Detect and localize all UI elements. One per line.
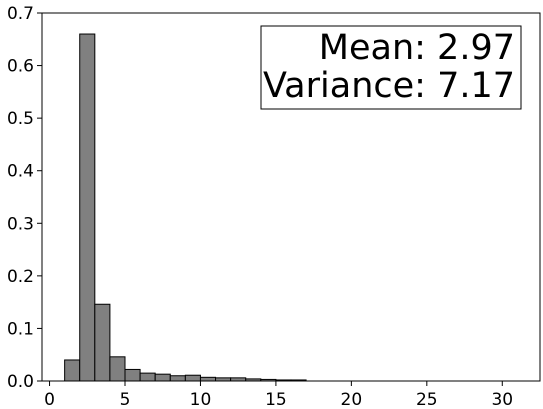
annotation-mean: Mean: 2.97 [319, 28, 515, 68]
histogram-bar [109, 356, 126, 382]
y-tick-label: 0.5 [7, 109, 34, 129]
stats-annotation-box: Mean: 2.97 Variance: 7.17 [260, 25, 522, 110]
y-axis: 0.0 0.1 0.2 0.3 0.4 0.5 0.6 0.7 [7, 4, 42, 392]
histogram-bar [154, 373, 171, 382]
x-tick-label: 0 [44, 390, 55, 409]
histogram-bar [94, 303, 111, 382]
histogram-bar [199, 376, 217, 382]
histogram-bar [64, 359, 81, 382]
y-tick-label: 0.4 [7, 162, 34, 182]
x-tick-label: 5 [120, 390, 131, 409]
histogram-bar [139, 372, 156, 382]
annotation-box [260, 25, 522, 110]
histogram-bar [184, 374, 201, 382]
y-tick-label: 0.7 [7, 4, 34, 24]
x-tick-label: 10 [190, 390, 212, 409]
x-tick-label: 15 [265, 390, 287, 409]
y-tick-label: 0.1 [7, 319, 34, 339]
histogram-bar [169, 375, 186, 382]
x-tick-label: 20 [341, 390, 363, 409]
histogram-bar [124, 368, 141, 382]
annotation-variance: Variance: 7.17 [263, 66, 515, 106]
bars-group [64, 33, 307, 382]
x-tick-label: 30 [491, 390, 513, 409]
y-tick-label: 0.6 [7, 57, 34, 77]
plot-frame [41, 12, 541, 382]
x-axis: 0 5 10 15 20 25 30 [44, 381, 513, 409]
y-tick-label: 0.3 [7, 214, 34, 234]
y-tick-label: 0.2 [7, 267, 34, 287]
histogram-bar [79, 33, 96, 382]
x-tick-label: 25 [416, 390, 438, 409]
y-tick-label: 0.0 [7, 372, 34, 392]
